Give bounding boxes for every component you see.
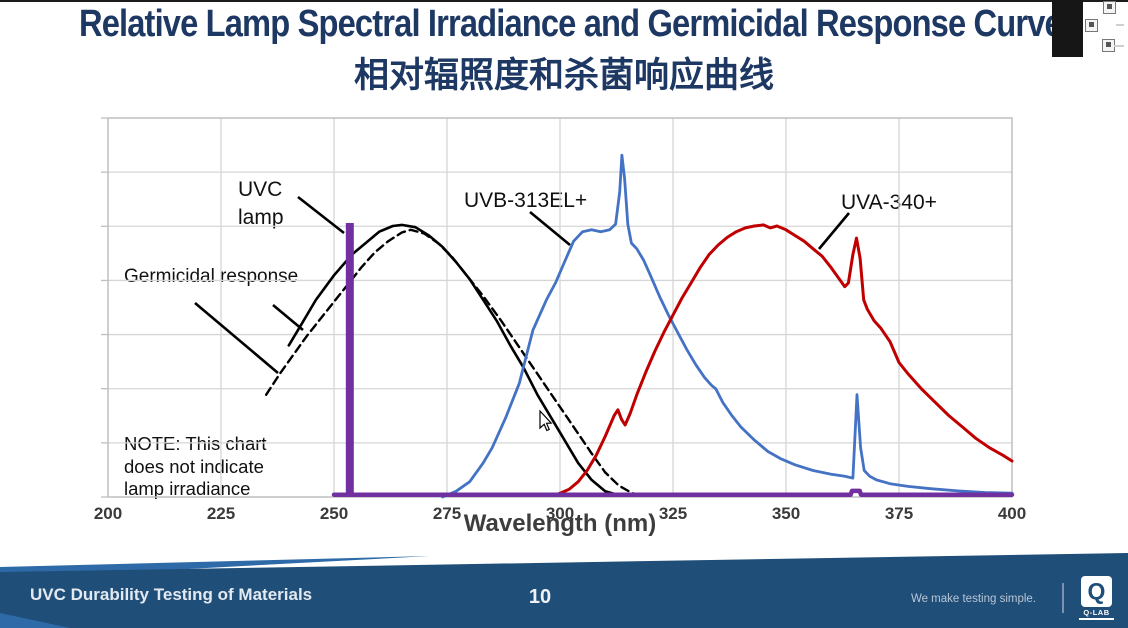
footer-title: UVC Durability Testing of Materials xyxy=(30,585,313,604)
qlab-logo-q-glyph: Q xyxy=(1087,578,1106,604)
x-tick-label: 375 xyxy=(884,504,914,523)
mini-text-dash-1 xyxy=(1116,24,1124,26)
footer-divider xyxy=(1062,583,1064,613)
slide-subtitle-chinese: 相对辐照度和杀菌响应曲线 xyxy=(353,56,774,95)
purple-baseline xyxy=(331,488,1015,497)
germicidal-response-label: Germicidal response xyxy=(124,266,299,287)
qlab-logo-caption: Q-LAB xyxy=(1079,608,1114,620)
germicidal-dashed-curve xyxy=(265,228,643,497)
x-tick-label: 275 xyxy=(432,504,462,523)
uvc-lamp-bar xyxy=(345,222,354,497)
germicidal-leader-line-dashed xyxy=(194,302,279,374)
x-tick-label: 400 xyxy=(997,504,1027,523)
uva-340-label: UVA-340+ xyxy=(841,191,937,214)
x-axis-title: Wavelength (nm) xyxy=(463,510,657,537)
footer-corner-wedge xyxy=(0,613,70,628)
qlab-logo: Q xyxy=(1081,576,1112,607)
top-edge-strip xyxy=(0,0,1128,2)
x-axis-ticks: 200 225 250 275 300 325 350 375 400 xyxy=(0,504,1128,526)
x-tick-label: 350 xyxy=(771,504,801,523)
mouse-cursor xyxy=(539,409,553,432)
germicidal-leader-line-solid xyxy=(272,304,304,331)
mini-annotation-icon-1[interactable] xyxy=(1103,1,1116,14)
uvb-leader-line xyxy=(529,210,571,247)
mini-text-dash-2 xyxy=(1114,45,1124,47)
slide-title: Relative Lamp Spectral Irradiance and Ge… xyxy=(78,3,1080,45)
germicidal-solid-curve xyxy=(287,223,621,497)
x-tick-label: 225 xyxy=(206,504,236,523)
uvc-lamp-label: UVC lamp xyxy=(238,176,284,232)
mini-annotation-icon-2[interactable] xyxy=(1085,19,1098,32)
x-tick-label: 325 xyxy=(658,504,688,523)
x-tick-label: 250 xyxy=(319,504,349,523)
uvc-lamp-leader-line xyxy=(297,195,345,235)
uvc-lamp-label-line2: lamp xyxy=(238,206,284,229)
uva-leader-line xyxy=(818,212,850,250)
black-overlay-box xyxy=(1052,0,1083,57)
x-tick-label: 300 xyxy=(545,504,575,523)
footer: UVC Durability Testing of Materials 10 W… xyxy=(0,545,1128,628)
footer-swoosh-sliver xyxy=(0,556,430,579)
uvb-313el-label: UVB-313EL+ xyxy=(464,189,588,212)
page-number: 10 xyxy=(528,586,552,608)
chart-note: NOTE: This chart does not indicate lamp … xyxy=(124,433,267,499)
uva-340-curve xyxy=(554,223,1014,497)
uvc-lamp-label-line1: UVC xyxy=(238,178,283,201)
x-tick-label: 200 xyxy=(93,504,123,523)
footer-tagline: We make testing simple. xyxy=(910,593,1036,605)
